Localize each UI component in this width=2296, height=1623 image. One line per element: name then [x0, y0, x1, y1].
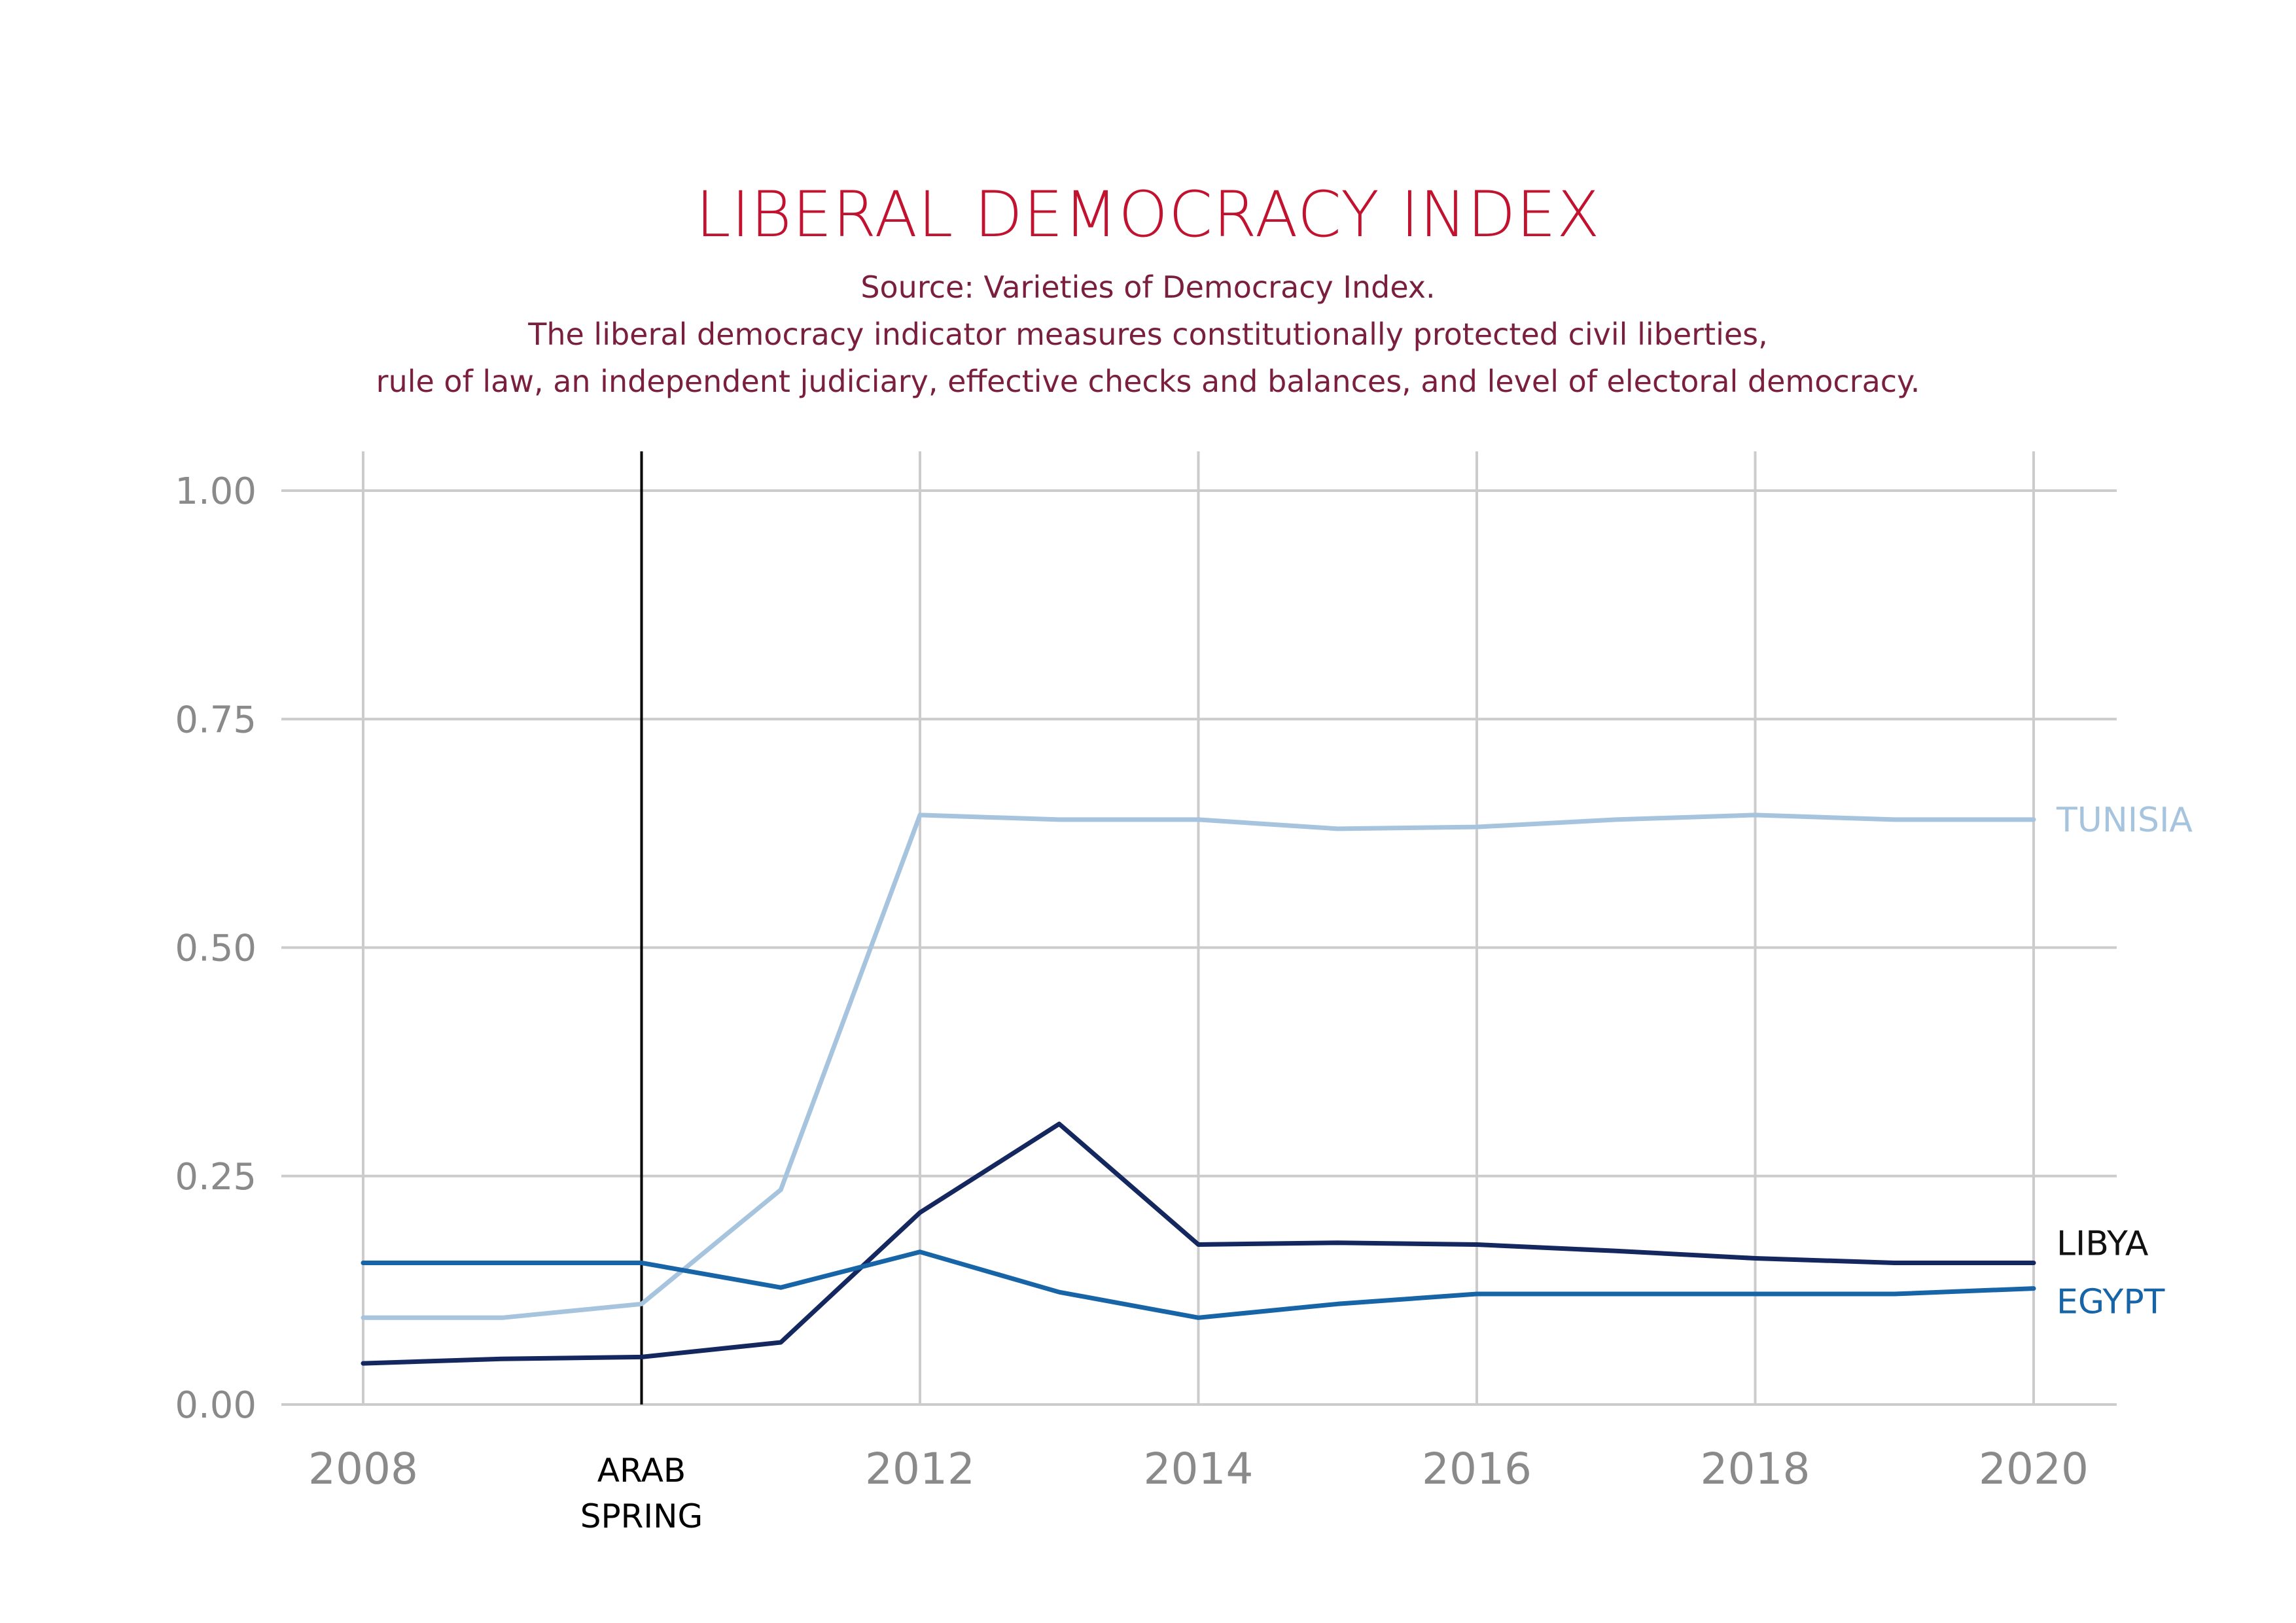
series-line-libya: [361, 1121, 2036, 1366]
x-tick-label: 2014: [1144, 1444, 1254, 1494]
chart-title: LIBERAL DEMOCRACY INDEX: [696, 178, 1600, 251]
series-label-libya: LIBYA: [2057, 1224, 2149, 1263]
y-tick-label: 1.00: [175, 470, 256, 513]
chart-subtitle-line-1: Source: Varieties of Democracy Index.: [860, 270, 1436, 305]
y-tick-label: 0.00: [175, 1384, 256, 1427]
y-tick-label: 0.50: [175, 928, 256, 970]
arab-spring-label: ARAB: [597, 1452, 686, 1490]
x-tick-label: 2020: [1979, 1444, 2089, 1494]
y-tick-label: 0.75: [175, 699, 256, 741]
x-tick-label: 2016: [1422, 1444, 1532, 1494]
chart-subtitle-line-3: rule of law, an independent judiciary, e…: [376, 364, 1920, 399]
x-tick-label: 2018: [1701, 1444, 1810, 1494]
series-label-tunisia: TUNISIA: [2056, 801, 2193, 840]
series-label-egypt: EGYPT: [2057, 1283, 2165, 1322]
series-line-egypt: [361, 1249, 2036, 1320]
series-line-tunisia: [361, 812, 2036, 1320]
x-tick-label: 2012: [865, 1444, 975, 1494]
x-tick-label: 2008: [308, 1444, 418, 1494]
chart-subtitle-line-2: The liberal democracy indicator measures…: [528, 317, 1768, 352]
y-tick-label: 0.25: [175, 1156, 256, 1198]
arab-spring-label: SPRING: [580, 1497, 703, 1535]
